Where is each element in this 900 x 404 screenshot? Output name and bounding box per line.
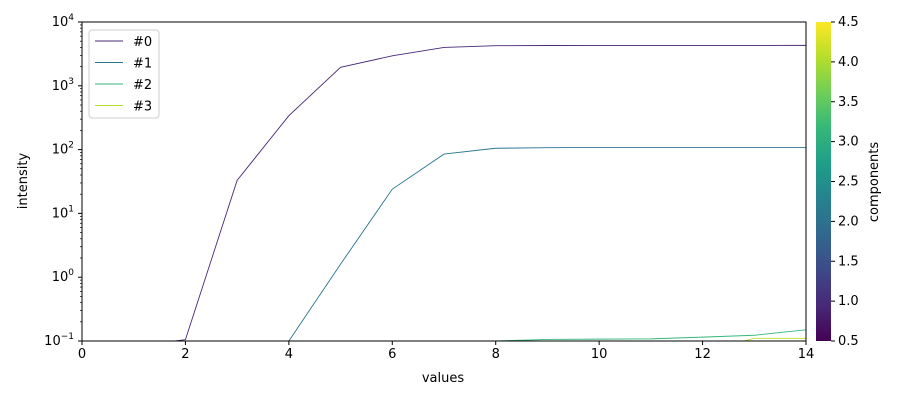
colorbar-tick-label: 4.0 — [838, 55, 859, 70]
x-tick-label: 4 — [285, 347, 293, 362]
colorbar-tick-label: 1.5 — [838, 254, 859, 269]
legend-label-3: #3 — [133, 100, 152, 115]
series-line-2 — [82, 329, 806, 341]
y-tick-label: 103 — [52, 77, 74, 94]
y-tick-label: 101 — [52, 204, 74, 221]
x-tick-label: 14 — [798, 347, 815, 362]
plot-area — [82, 22, 806, 341]
y-tick-label: 104 — [52, 13, 75, 30]
colorbar-tick-label: 3.5 — [838, 95, 859, 110]
axes-frame — [81, 21, 807, 342]
colorbar-tick-label: 3.0 — [838, 135, 859, 150]
legend-label-1: #1 — [133, 57, 152, 72]
legend: #0 #1 #2 #3 — [88, 29, 160, 119]
x-axis-label: values — [422, 371, 465, 386]
colorbar-tick-label: 2.5 — [838, 175, 859, 190]
series-line-3 — [82, 337, 806, 341]
legend-box — [88, 29, 160, 119]
x-tick-label: 8 — [492, 347, 500, 362]
x-tick-label: 2 — [181, 347, 189, 362]
axes-layer: 0 2 4 6 8 10 12 14 10−1 100 101 102 103 104 — [44, 13, 814, 362]
series-line-0 — [82, 44, 806, 341]
colorbar-label: components — [867, 142, 882, 223]
x-tick-label: 6 — [388, 347, 396, 362]
x-tick-label: 0 — [78, 347, 86, 362]
x-tick-label: 12 — [694, 347, 711, 362]
colorbar-tick-label: 1.0 — [838, 294, 859, 309]
colorbar-tick-label: 4.5 — [838, 15, 859, 30]
legend-label-0: #0 — [133, 35, 152, 50]
colorbar: 0.5 1.0 1.5 2.0 2.5 3.0 3.5 4.0 4.5 — [816, 15, 859, 349]
series-line-1 — [82, 147, 806, 341]
x-tick-label: 10 — [591, 347, 608, 362]
series-layer — [82, 44, 806, 341]
y-tick-label: 10−1 — [44, 332, 74, 349]
y-tick-label: 102 — [52, 141, 74, 158]
colorbar-tick-label: 0.5 — [838, 334, 859, 349]
legend-label-2: #2 — [133, 78, 152, 93]
plot-background — [82, 22, 806, 341]
colorbar-gradient — [816, 22, 831, 341]
colorbar-tick-label: 2.0 — [838, 214, 859, 229]
y-axis-label: intensity — [16, 153, 31, 210]
y-tick-label: 100 — [52, 268, 75, 285]
